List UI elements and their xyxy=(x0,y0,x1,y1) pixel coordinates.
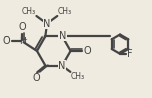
Text: N: N xyxy=(43,19,51,29)
Polygon shape xyxy=(34,36,45,51)
Text: N: N xyxy=(19,37,26,46)
Text: F: F xyxy=(127,49,133,59)
Text: +: + xyxy=(21,37,27,43)
Text: CH₃: CH₃ xyxy=(22,7,36,16)
Text: O: O xyxy=(32,73,40,83)
Text: CH₃: CH₃ xyxy=(71,72,85,81)
Text: CH₃: CH₃ xyxy=(58,7,72,16)
Text: O: O xyxy=(2,36,10,46)
Text: O: O xyxy=(84,46,91,56)
Text: N: N xyxy=(59,31,66,41)
Text: ⁻: ⁻ xyxy=(3,34,9,44)
Text: O: O xyxy=(18,22,26,32)
Text: N: N xyxy=(59,61,66,71)
